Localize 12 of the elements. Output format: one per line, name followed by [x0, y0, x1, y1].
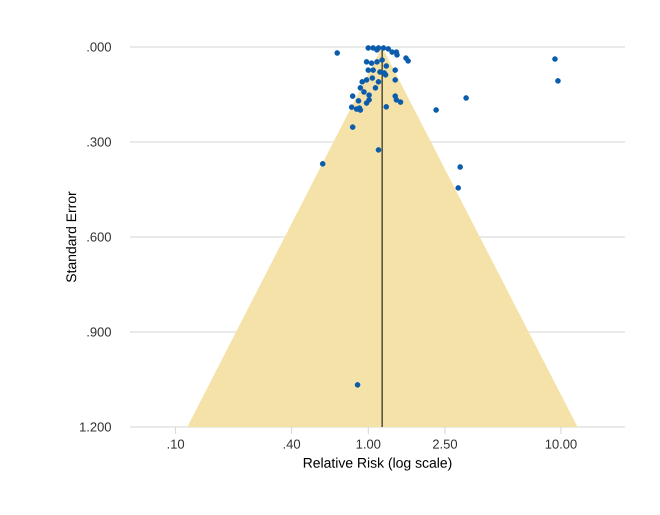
x-axis-title: Relative Risk (log scale): [304, 458, 452, 471]
y-axis-title: Standard Error: [66, 192, 76, 282]
x-tick-label: .10: [168, 440, 184, 449]
y-tick-label: .300: [87, 137, 111, 147]
x-tick-label: .40: [284, 440, 300, 449]
y-tick-label: .900: [87, 327, 111, 337]
y-tick-label: .000: [87, 42, 111, 52]
x-tick-label: 2.50: [432, 440, 458, 449]
x-tick-label: 1.00: [356, 440, 380, 449]
x-tick-label: 10.00: [546, 440, 577, 449]
y-tick-label: .600: [87, 232, 111, 242]
y-tick-label: 1.200: [80, 422, 111, 432]
